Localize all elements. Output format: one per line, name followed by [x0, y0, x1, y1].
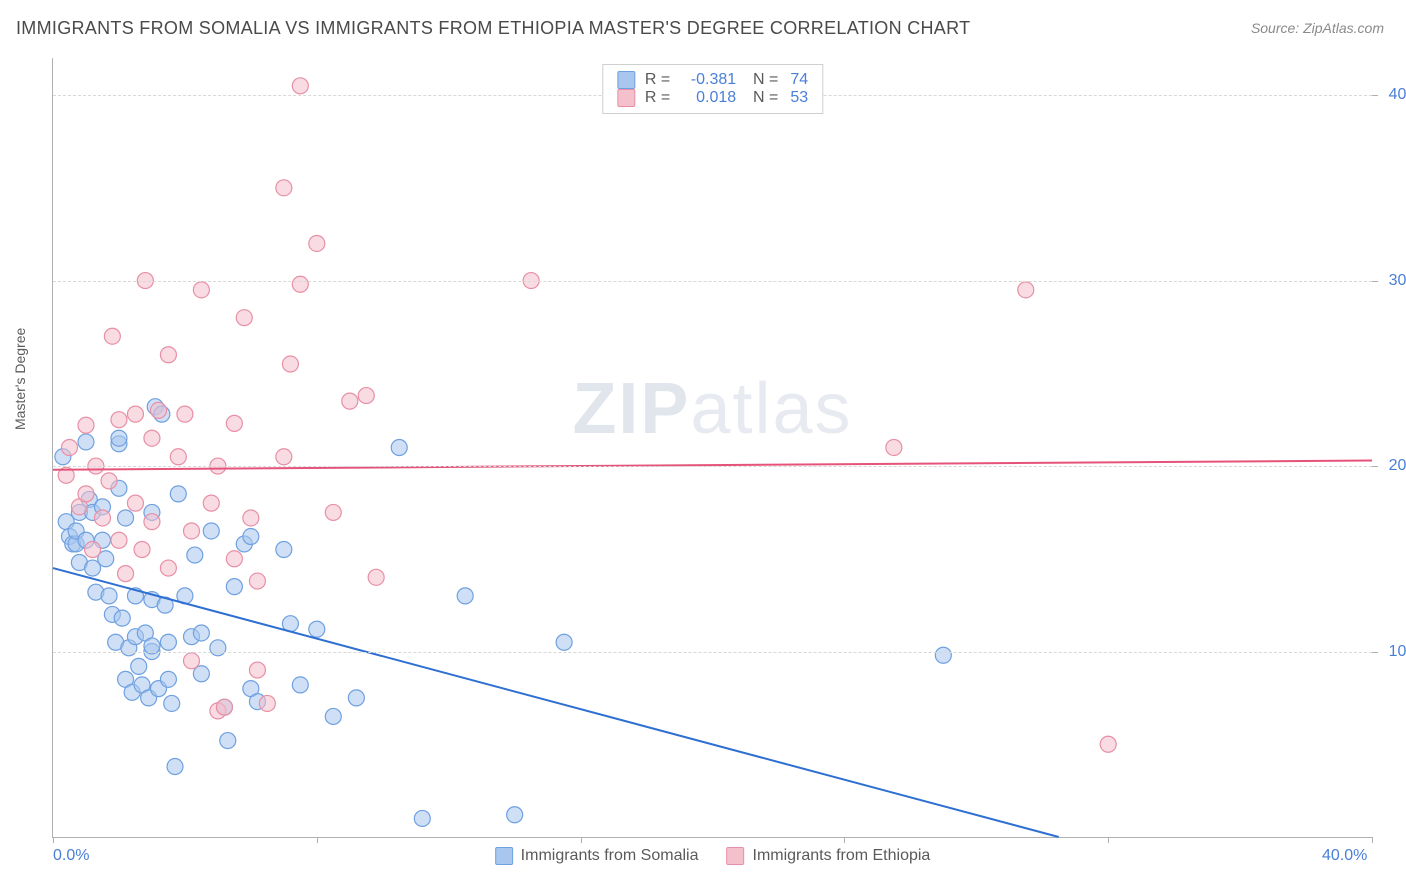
swatch-ethiopia	[617, 89, 635, 107]
chart-title: IMMIGRANTS FROM SOMALIA VS IMMIGRANTS FR…	[16, 18, 970, 39]
correlation-legend: R = -0.381 N = 74 R = 0.018 N = 53	[602, 64, 823, 114]
swatch-somalia-icon	[495, 847, 513, 865]
swatch-somalia	[617, 71, 635, 89]
legend-item-ethiopia: Immigrants from Ethiopia	[726, 847, 930, 865]
chart-plot-area: ZIPatlas R = -0.381 N = 74 R = 0.018 N =…	[52, 58, 1372, 838]
legend-row-ethiopia: R = 0.018 N = 53	[617, 89, 808, 107]
swatch-ethiopia-icon	[726, 847, 744, 865]
scatter-plot-svg	[53, 58, 1372, 837]
legend-item-somalia: Immigrants from Somalia	[495, 847, 699, 865]
y-axis-label: Master's Degree	[12, 328, 28, 430]
series-legend: Immigrants from Somalia Immigrants from …	[495, 847, 931, 865]
source-attribution: Source: ZipAtlas.com	[1251, 20, 1384, 36]
legend-row-somalia: R = -0.381 N = 74	[617, 71, 808, 89]
